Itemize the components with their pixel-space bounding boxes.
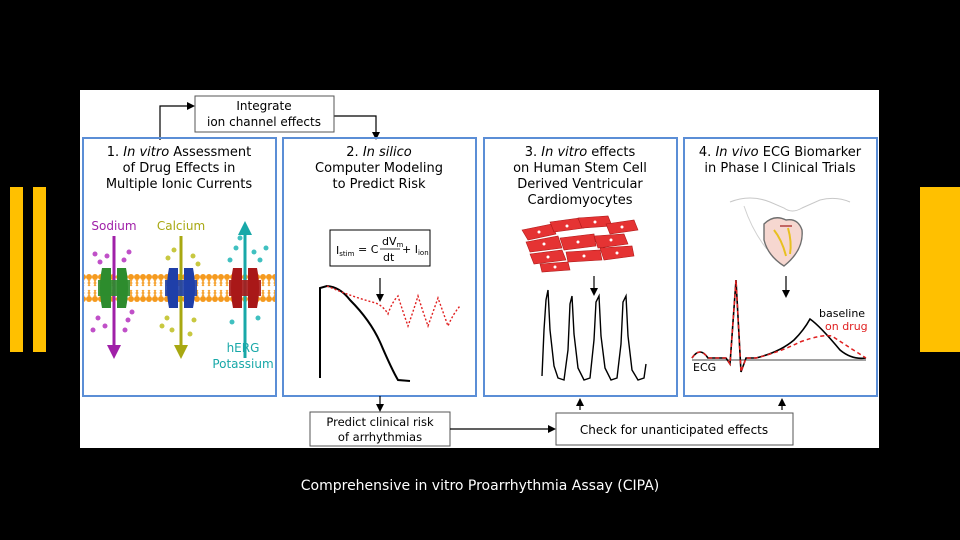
cardiomyocyte-nuclei — [537, 220, 624, 269]
panel-4-title-line1: 4. In vivo ECG Biomarker — [699, 145, 862, 160]
panel-2-title-line3: to Predict Risk — [332, 177, 426, 192]
integrate-arrow-out — [334, 115, 380, 140]
panel-2-title-line2: Computer Modeling — [315, 161, 443, 176]
equation-box — [329, 229, 431, 267]
ecg-label: ECG — [693, 361, 716, 374]
panel-4-title-line2: in Phase I Clinical Trials — [704, 161, 855, 176]
integrate-line1: Integrate — [236, 99, 291, 113]
predict-risk-box — [309, 411, 451, 447]
panel-3-frame — [483, 137, 678, 397]
cipa-diagram: Integrate ion channel effects 1. In vitr… — [82, 95, 878, 447]
integrate-line2: ion channel effects — [207, 115, 321, 129]
integrate-box — [194, 95, 335, 133]
calcium-channel-icon — [165, 268, 197, 308]
cipa-figure: Integrate ion channel effects 1. In vitr… — [80, 90, 879, 448]
panel-3-title-line1: 3. In vitro effects — [525, 145, 636, 160]
ecg-baseline-trace — [691, 279, 867, 373]
herg-channel-icon — [229, 268, 261, 308]
potassium-ions — [227, 235, 269, 325]
left-accent-bar-1 — [10, 187, 23, 352]
potassium-label: Potassium — [212, 357, 273, 371]
action-potential-trace — [319, 284, 411, 382]
ecg-on-drug-trace — [691, 279, 867, 373]
stem-cell-trace — [541, 289, 647, 381]
svg-text:dVm: dVm — [382, 235, 404, 249]
panel-1-title-line3: Multiple Ionic Currents — [106, 177, 253, 192]
panel-1-frame — [82, 137, 277, 397]
svg-text:= C: = C — [358, 243, 379, 256]
panel-2-title-line1: 2. In silico — [346, 145, 412, 160]
check-effects-label: Check for unanticipated effects — [580, 423, 768, 437]
svg-text:dt: dt — [383, 251, 395, 264]
svg-text:+ Iion: + Iion — [402, 243, 429, 257]
predict-risk-line1: Predict clinical risk — [326, 415, 434, 429]
slide-caption: Comprehensive in vitro Proarrhythmia Ass… — [300, 478, 660, 494]
cardiomyocytes-icon — [521, 215, 639, 273]
predict-risk-line2: of arrhythmias — [338, 430, 422, 444]
sodium-channel-icon — [98, 268, 130, 308]
heart-icon — [763, 217, 803, 267]
check-effects-box — [555, 412, 794, 446]
sodium-label: Sodium — [91, 219, 136, 233]
panel-3-title-line3: Derived Ventricular — [517, 177, 643, 192]
panel-4-frame — [683, 137, 878, 397]
panel-1-title-line2: of Drug Effects in — [123, 161, 236, 176]
calcium-label: Calcium — [157, 219, 205, 233]
herg-label: hERG — [227, 341, 260, 355]
left-accent-bar-2 — [33, 187, 46, 352]
on-drug-label: on drug — [825, 320, 868, 333]
torso-outline — [729, 197, 851, 212]
panel-3-title-line2: on Human Stem Cell — [513, 161, 647, 176]
sodium-ions — [90, 249, 135, 333]
calcium-ions — [159, 247, 201, 337]
right-accent-bar — [920, 187, 960, 352]
membrane-equation: Istim = C dVm dt + Iion — [336, 235, 429, 264]
baseline-label: baseline — [819, 307, 865, 320]
eads-trace — [326, 285, 461, 329]
panel-3-title-line4: Cardiomyocytes — [528, 193, 633, 208]
integrate-arrow-in — [159, 102, 195, 140]
svg-text:Istim: Istim — [336, 244, 355, 258]
panel-1-title-line1: 1. In vitro Assessment — [107, 145, 252, 160]
